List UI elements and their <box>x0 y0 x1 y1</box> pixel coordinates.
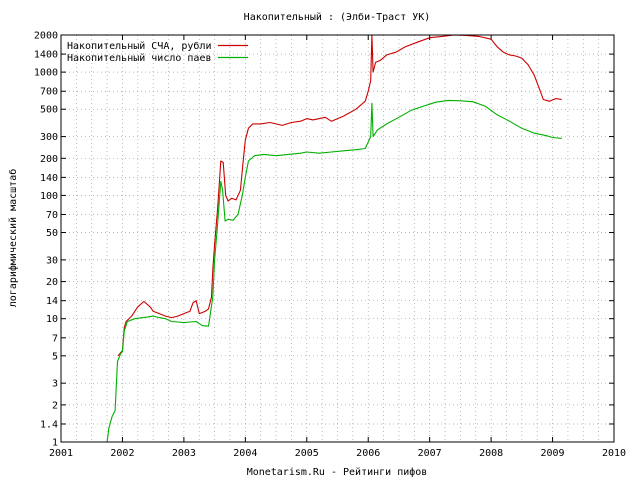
legend-label-1: Накопительный число паев <box>67 52 212 64</box>
plot-frame <box>60 34 615 443</box>
y-tick-label: 700 <box>40 87 58 98</box>
x-tick-label: 2009 <box>541 448 565 459</box>
series-line-0 <box>117 34 562 357</box>
legend-label-0: Накопительный СЧА, рубли <box>67 40 212 52</box>
y-tick-label: 10 <box>46 314 58 325</box>
x-tick-label: 2006 <box>356 448 380 459</box>
y-tick-label: 1.4 <box>40 419 58 430</box>
y-tick-label: 1400 <box>34 50 58 61</box>
series-line-1 <box>106 99 562 443</box>
y-tick-label: 20 <box>46 277 58 288</box>
x-tick-label: 2005 <box>295 448 319 459</box>
x-axis-label: Monetarism.Ru - Рейтинги пифов <box>247 466 428 478</box>
x-tick-label: 2008 <box>479 448 503 459</box>
y-tick-label: 70 <box>46 210 58 221</box>
y-tick-label: 2000 <box>34 31 58 42</box>
y-tick-label: 30 <box>46 255 58 266</box>
y-tick-label: 50 <box>46 228 58 239</box>
x-tick-label: 2002 <box>110 448 134 459</box>
axis-ticks: 1 1.4 2 3 5 7 10 14 20 30 50 70 100 140 200 300 500 700 10… <box>34 31 626 460</box>
y-tick-label: 1000 <box>34 68 58 79</box>
legend: Накопительный СЧА, рубли Накопительный ч… <box>67 40 248 64</box>
chart-title: Накопительный : (Элби-Траст УК) <box>244 11 431 23</box>
y-tick-label: 500 <box>40 105 58 116</box>
y-axis-label: логарифмический масштаб <box>7 169 19 307</box>
y-tick-label: 100 <box>40 191 58 202</box>
series-layer <box>106 34 562 443</box>
y-tick-label: 300 <box>40 132 58 143</box>
y-tick-label: 7 <box>52 333 58 344</box>
y-tick-label: 1 <box>52 438 58 449</box>
x-tick-label: 2010 <box>602 448 626 459</box>
grid <box>61 35 614 442</box>
y-tick-label: 2 <box>52 400 58 411</box>
y-tick-label: 14 <box>46 296 58 307</box>
x-tick-label: 2001 <box>49 448 73 459</box>
y-tick-label: 200 <box>40 154 58 165</box>
y-tick-label: 3 <box>52 379 58 390</box>
x-tick-label: 2004 <box>233 448 257 459</box>
x-tick-label: 2003 <box>172 448 196 459</box>
x-tick-label: 2007 <box>418 448 442 459</box>
y-tick-label: 140 <box>40 173 58 184</box>
y-tick-label: 5 <box>52 351 58 362</box>
